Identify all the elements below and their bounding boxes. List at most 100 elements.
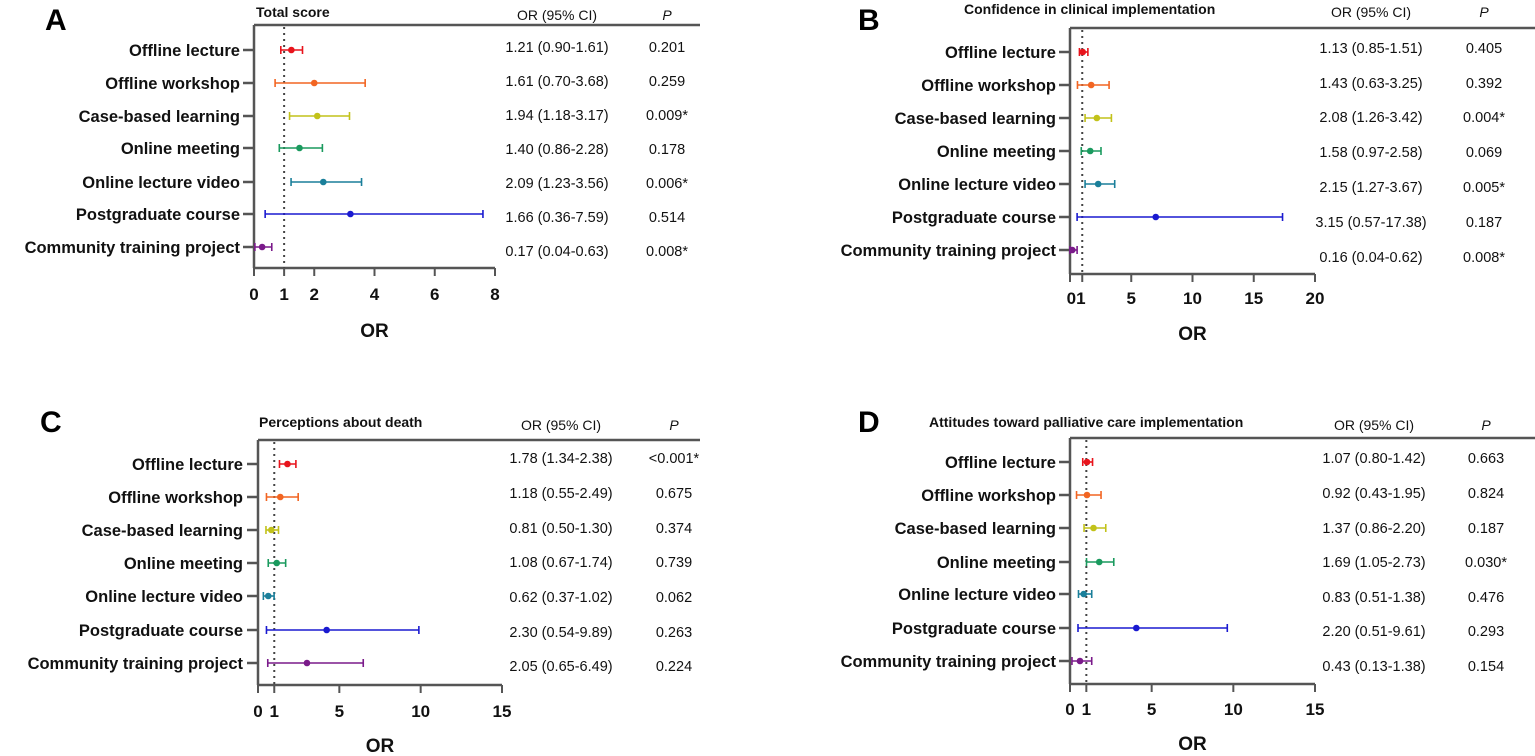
or-ci-header: OR (95% CI) bbox=[1334, 417, 1414, 433]
or-point bbox=[1090, 524, 1097, 532]
x-tick-label: 0 bbox=[253, 702, 262, 721]
forest-row: Offline workshop 1.43 (0.63-3.25) 0.392 bbox=[921, 76, 1502, 95]
or-ci-value: 1.40 (0.86-2.28) bbox=[505, 142, 608, 158]
or-ci-value: 1.37 (0.86-2.20) bbox=[1322, 521, 1425, 537]
x-tick-label: 20 bbox=[1306, 289, 1325, 308]
row-label: Case-based learning bbox=[895, 110, 1056, 128]
or-point bbox=[313, 112, 321, 120]
or-ci-value: 1.08 (0.67-1.74) bbox=[509, 555, 612, 571]
panel-c: C Perceptions about death OR (95% CI) P0 1 5 1… bbox=[28, 406, 700, 756]
x-tick-label: 10 bbox=[411, 702, 430, 721]
p-value: 0.062 bbox=[656, 590, 692, 606]
forest-row: Community training project 0.16 (0.04-0.6… bbox=[841, 242, 1506, 266]
p-value: 0.006* bbox=[646, 176, 688, 192]
or-ci-value: 1.21 (0.90-1.61) bbox=[505, 40, 608, 56]
x-axis-label: OR bbox=[366, 736, 395, 756]
forest-row: Offline workshop 1.61 (0.70-3.68) 0.259 bbox=[105, 74, 685, 93]
x-tick-label: 1 bbox=[1082, 700, 1091, 719]
x-tick-label: 5 bbox=[1127, 289, 1136, 308]
or-ci-value: 2.15 (1.27-3.67) bbox=[1319, 180, 1422, 196]
panel-b: B Confidence in clinical implementation OR… bbox=[841, 1, 1535, 345]
panel-title: Total score bbox=[256, 4, 330, 20]
p-value: 0.187 bbox=[1466, 215, 1502, 231]
row-label: Online meeting bbox=[121, 140, 240, 158]
panel-a: A Total score OR (95% CI) P 0 1 2 4 6 8 OR Offline … bbox=[25, 4, 700, 342]
or-point bbox=[258, 243, 266, 251]
or-point bbox=[1152, 213, 1160, 221]
or-ci-value: 0.16 (0.04-0.62) bbox=[1319, 250, 1422, 266]
forest-row: Case-based learning 1.94 (1.18-3.17) 0.009… bbox=[79, 108, 689, 126]
forest-row: Online lecture video 0.83 (0.51-1.38) 0.47… bbox=[898, 586, 1504, 606]
or-ci-header: OR (95% CI) bbox=[517, 7, 597, 23]
row-label: Offline workshop bbox=[921, 77, 1056, 95]
x-tick-label: 15 bbox=[1306, 700, 1325, 719]
x-tick-label: 10 bbox=[1183, 289, 1202, 308]
or-ci-header: OR (95% CI) bbox=[521, 417, 601, 433]
or-ci-value: 2.30 (0.54-9.89) bbox=[509, 625, 612, 641]
forest-row: Online lecture video 2.15 (1.27-3.67) 0.00… bbox=[898, 176, 1505, 196]
panel-title: Perceptions about death bbox=[259, 414, 422, 430]
or-ci-value: 0.43 (0.13-1.38) bbox=[1322, 659, 1425, 675]
or-point bbox=[1083, 458, 1091, 466]
panel-title: Confidence in clinical implementation bbox=[964, 1, 1215, 17]
panel-letter: B bbox=[858, 4, 880, 37]
forest-row: Postgraduate course 3.15 (0.57-17.38) 0.18… bbox=[892, 209, 1502, 231]
row-label: Offline lecture bbox=[945, 44, 1056, 62]
or-ci-value: 1.66 (0.36-7.59) bbox=[505, 210, 608, 226]
forest-row: Online lecture video 2.09 (1.23-3.56) 0.00… bbox=[82, 174, 688, 192]
or-ci-value: 1.13 (0.85-1.51) bbox=[1319, 41, 1422, 57]
p-value: 0.293 bbox=[1468, 624, 1504, 640]
or-point bbox=[319, 178, 327, 186]
row-label: Offline workshop bbox=[108, 489, 243, 507]
x-tick-label: 8 bbox=[490, 285, 499, 304]
or-ci-value: 3.15 (0.57-17.38) bbox=[1315, 215, 1426, 231]
row-label: Online meeting bbox=[124, 555, 243, 573]
or-ci-value: 1.78 (1.34-2.38) bbox=[509, 451, 612, 467]
p-value: 0.824 bbox=[1468, 486, 1504, 502]
or-point bbox=[288, 46, 295, 54]
p-value: 0.005* bbox=[1463, 180, 1505, 196]
row-label: Case-based learning bbox=[82, 522, 243, 540]
x-axis-label: OR bbox=[1178, 324, 1207, 345]
or-ci-value: 2.08 (1.26-3.42) bbox=[1319, 110, 1422, 126]
forest-row: Online meeting 1.58 (0.97-2.58) 0.069 bbox=[937, 143, 1502, 161]
or-ci-value: 0.81 (0.50-1.30) bbox=[509, 521, 612, 537]
p-value: 0.514 bbox=[649, 210, 685, 226]
row-label: Offline workshop bbox=[105, 75, 240, 93]
x-tick-label: 2 bbox=[310, 285, 319, 304]
forest-row: Case-based learning 1.37 (0.86-2.20) 0.187 bbox=[895, 520, 1505, 538]
p-value: 0.008* bbox=[646, 244, 688, 260]
p-value: 0.374 bbox=[656, 521, 692, 537]
or-ci-value: 0.92 (0.43-1.95) bbox=[1322, 486, 1425, 502]
or-point bbox=[296, 144, 303, 152]
x-tick-label: 10 bbox=[1224, 700, 1243, 719]
or-point bbox=[323, 626, 330, 634]
or-ci-value: 1.43 (0.63-3.25) bbox=[1319, 76, 1422, 92]
row-label: Postgraduate course bbox=[76, 206, 240, 224]
or-point bbox=[303, 659, 311, 667]
x-tick-label: 6 bbox=[430, 285, 439, 304]
forest-row: Offline workshop 1.18 (0.55-2.49) 0.675 bbox=[108, 486, 692, 507]
row-label: Postgraduate course bbox=[892, 620, 1056, 638]
p-value: 0.004* bbox=[1463, 110, 1505, 126]
p-header: P bbox=[1481, 417, 1491, 433]
or-point bbox=[1133, 624, 1140, 632]
x-axis-label: OR bbox=[1178, 734, 1207, 755]
p-value: 0.476 bbox=[1468, 590, 1504, 606]
p-value: <0.001* bbox=[649, 451, 700, 467]
or-point bbox=[1076, 657, 1084, 665]
x-tick-label: 5 bbox=[1147, 700, 1156, 719]
x-tick-label: 15 bbox=[1244, 289, 1263, 308]
p-header: P bbox=[669, 417, 679, 433]
or-ci-value: 0.62 (0.37-1.02) bbox=[509, 590, 612, 606]
row-label: Offline lecture bbox=[132, 456, 243, 474]
p-value: 0.392 bbox=[1466, 76, 1502, 92]
row-label: Online meeting bbox=[937, 554, 1056, 572]
row-label: Offline workshop bbox=[921, 487, 1056, 505]
x-tick-label: 15 bbox=[493, 702, 512, 721]
forest-row: Postgraduate course 1.66 (0.36-7.59) 0.514 bbox=[76, 206, 685, 226]
row-label: Case-based learning bbox=[895, 520, 1056, 538]
or-point bbox=[1083, 491, 1091, 499]
p-value: 0.675 bbox=[656, 486, 692, 502]
